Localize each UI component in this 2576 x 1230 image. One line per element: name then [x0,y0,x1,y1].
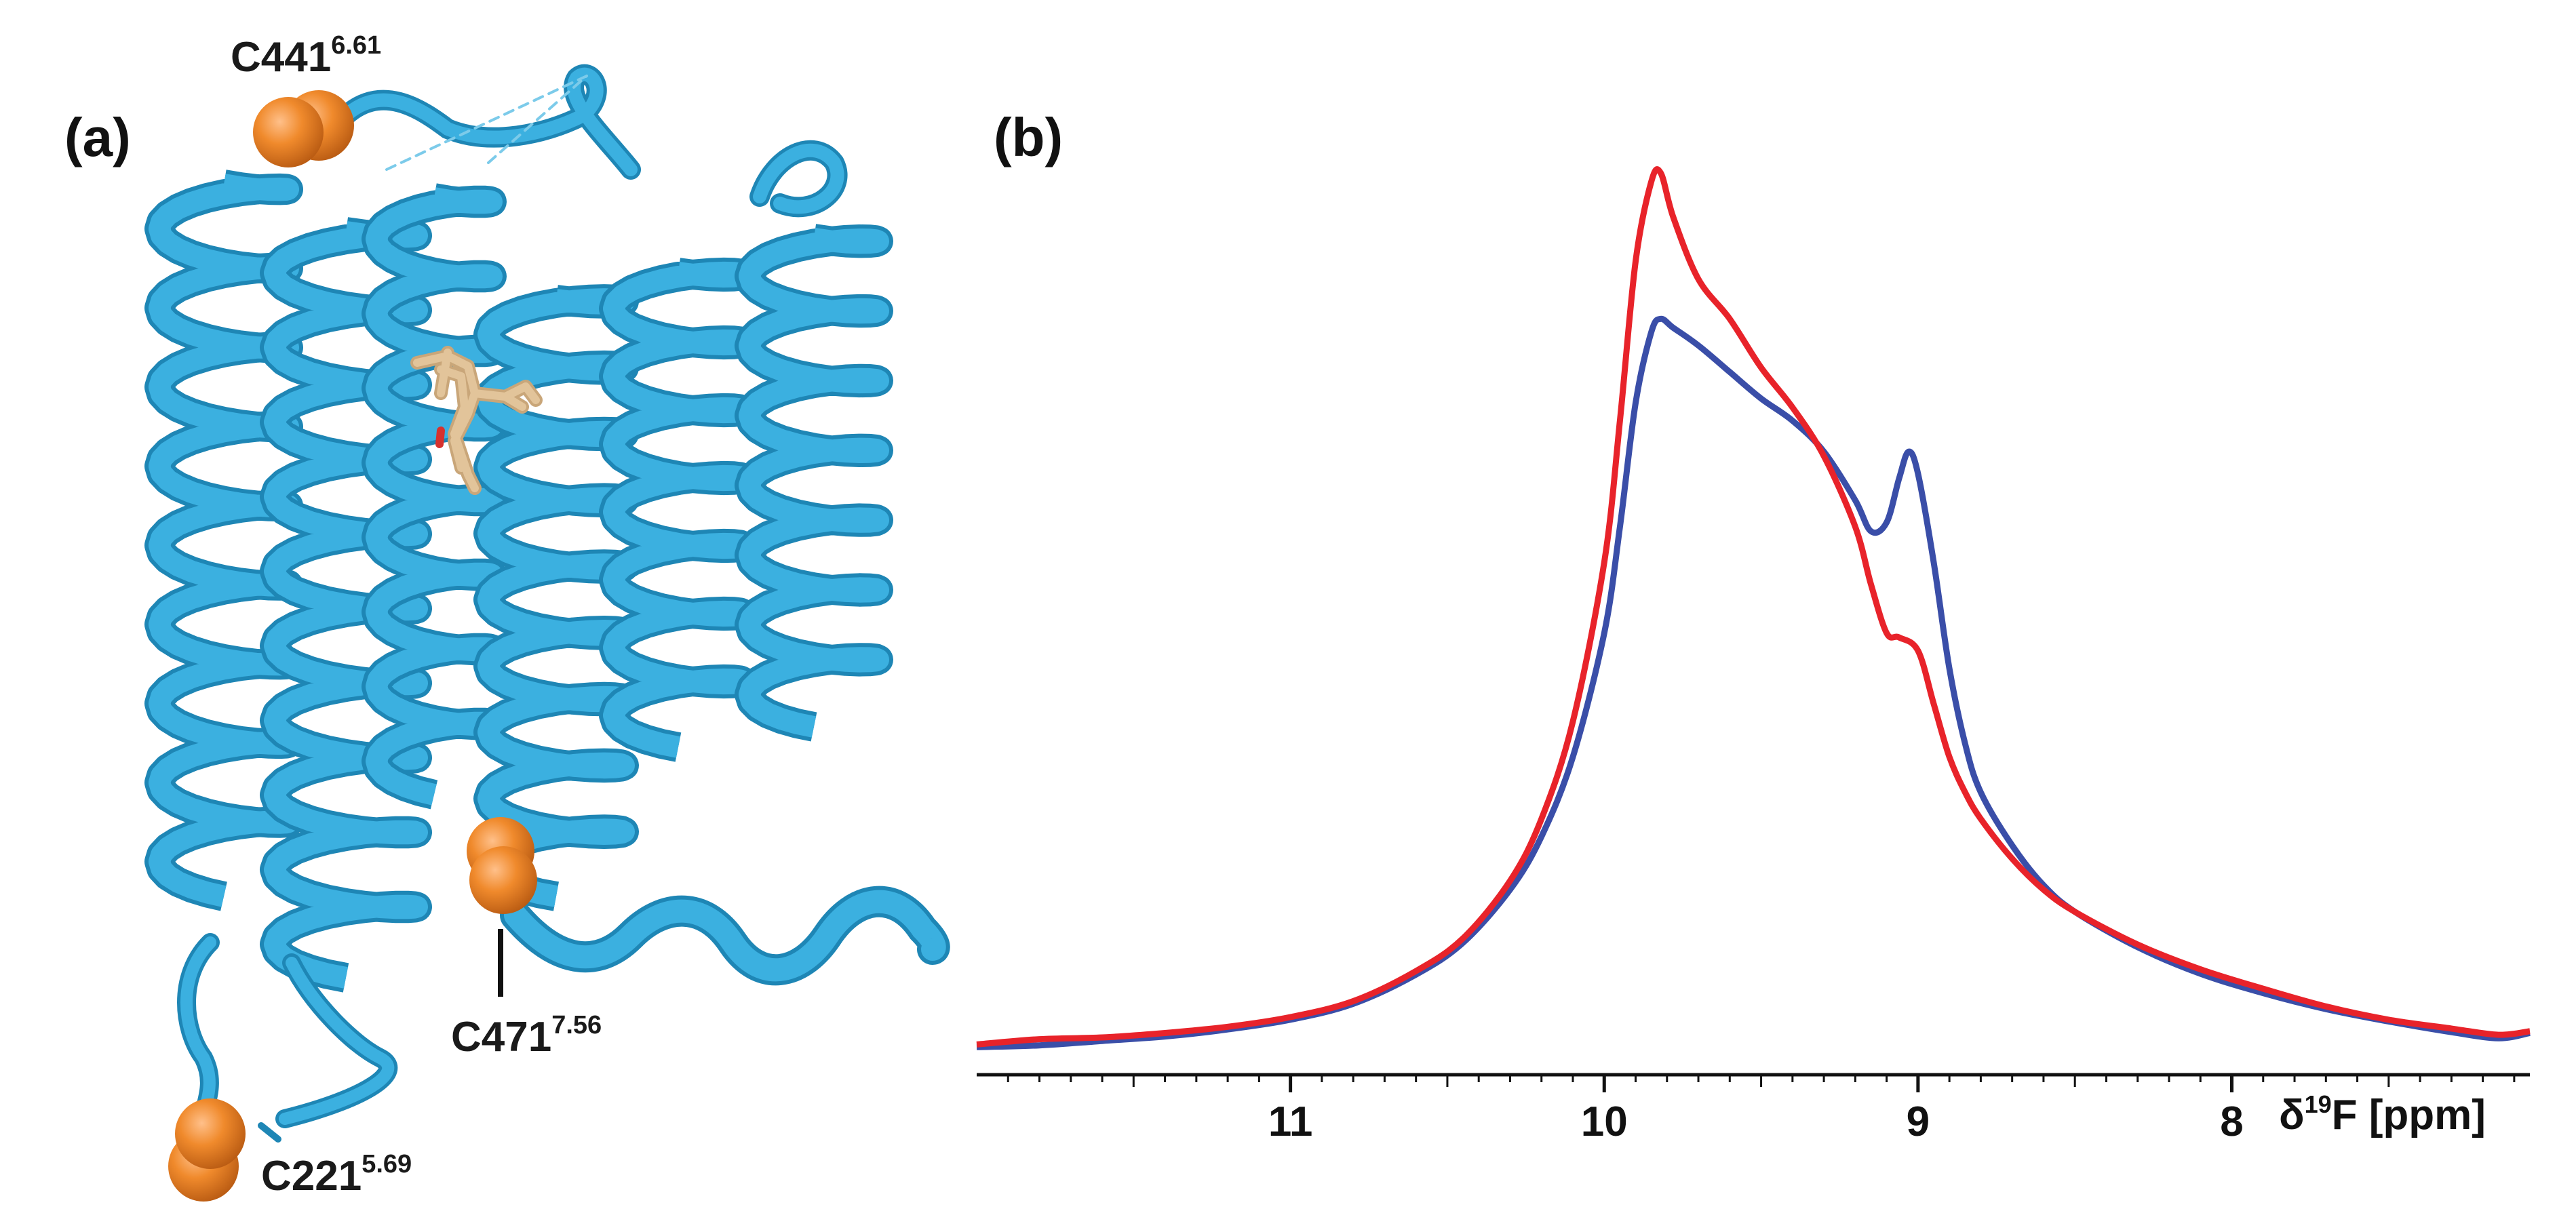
spectrum-panel: (b) 11 10 9 8 δ19F [ppm] [976,107,2531,1145]
right-top-loop-highlight [753,143,844,214]
helix-4 [477,288,635,907]
x-tick-label: 11 [1268,1098,1313,1145]
structure-panel: (a) [64,31,950,1202]
x-ticks: 11 10 9 8 [1007,1075,2516,1145]
helix-6 [739,228,889,738]
x-tick-label: 10 [1581,1098,1628,1145]
sphere-c221-b [175,1098,246,1169]
helix-1 [149,174,299,907]
cys-spheres [168,90,537,1202]
c221-linker [258,1122,281,1143]
x-tick-label: 9 [1907,1098,1930,1145]
ligand [410,346,543,495]
ligand-oxygen [435,426,445,448]
protein-ribbon [144,170,893,993]
label-c441: C4416.61 [231,31,381,81]
bottom-loop-mid-highlight [279,957,395,1125]
label-c471: C4717.56 [451,1011,602,1060]
ligand-sticks-highlight [413,349,540,492]
top-loop-highlight [336,67,638,176]
x-tick-label: 8 [2220,1098,2243,1145]
c-term-helix-highlight [504,890,946,982]
sphere-c441-b [253,97,324,167]
helix-3 [366,187,503,806]
dashed-gap [385,75,588,171]
spectrum-series [976,166,2531,1050]
loops [177,64,950,1143]
label-c221: C2215.69 [261,1150,412,1199]
panel-b-label: (b) [994,107,1063,167]
spectrum-line-blue [976,315,2531,1050]
x-axis-label: δ19F [ppm] [2279,1090,2486,1138]
panel-a-label: (a) [64,107,131,167]
helix-2 [264,221,428,989]
sphere-c471-b [469,846,537,914]
spectrum-line-red [976,166,2531,1048]
helix-5 [603,261,754,758]
